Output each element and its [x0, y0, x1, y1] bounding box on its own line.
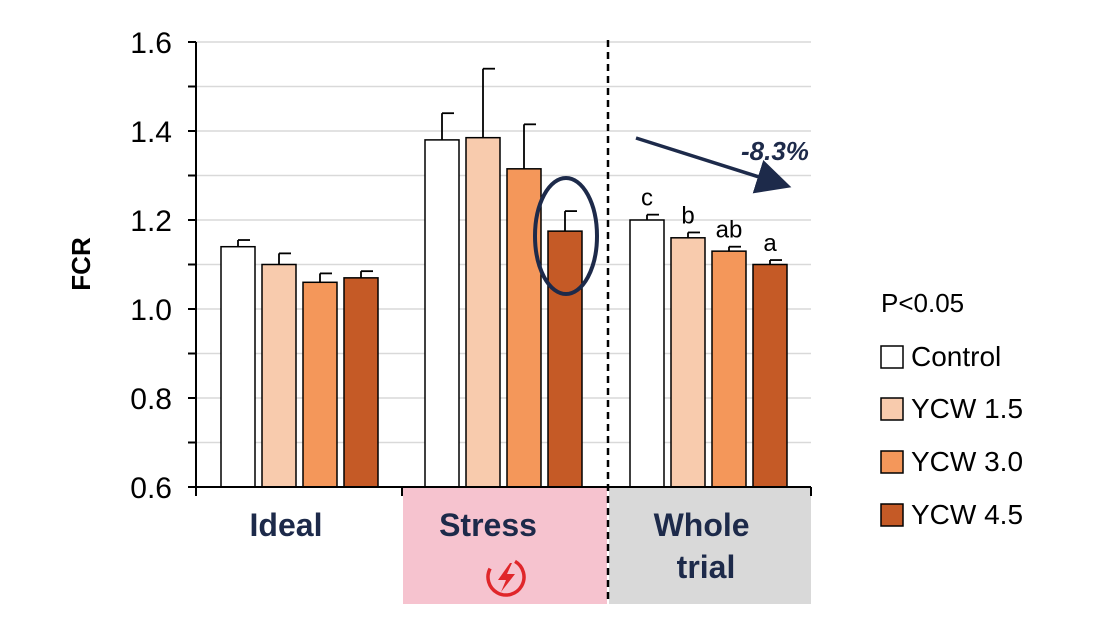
bar-ycw-3-0-whole-trial	[711, 250, 747, 488]
y-tick-label: 1.6	[130, 27, 172, 60]
y-tick-label: 1.0	[130, 294, 172, 327]
legend-label: Control	[911, 341, 1001, 372]
bar-control-whole-trial	[629, 219, 665, 488]
bar-ycw-1-5-ideal	[261, 263, 297, 488]
gridlines	[196, 41, 811, 444]
y-tick-label: 1.4	[130, 116, 172, 149]
legend-label: YCW 3.0	[911, 446, 1023, 477]
legend-swatch	[880, 397, 904, 421]
category-label-stress: Stress	[439, 507, 537, 543]
trend-arrow	[635, 136, 792, 194]
significance-letter: ab	[716, 217, 743, 244]
category-label-whole-trial-line-2: trial	[677, 549, 736, 585]
category-background-whole-trial	[609, 487, 811, 604]
legend-label: YCW 4.5	[911, 499, 1023, 530]
legend-label: YCW 1.5	[911, 393, 1023, 424]
bar-ycw-1-5-stress	[465, 136, 501, 488]
bar-control-stress	[424, 139, 460, 488]
legend-swatch	[880, 345, 904, 369]
legend-swatch	[880, 450, 904, 474]
legend-swatch	[880, 503, 904, 527]
y-axis-title: FCR	[66, 237, 96, 291]
lightning-circle-icon	[486, 557, 526, 597]
p-value-label: P<0.05	[881, 288, 964, 318]
y-axis-ticks	[188, 41, 196, 488]
bar-ycw-3-0-ideal	[302, 281, 338, 488]
category-label-whole-trial-line-1: Whole	[654, 507, 750, 543]
highlight-circle	[533, 176, 599, 296]
y-tick-label: 0.6	[130, 472, 172, 505]
category-label-whole-trial: Whole trial	[654, 507, 759, 585]
bar-ycw-4-5-whole-trial	[752, 263, 788, 488]
significance-letter: b	[681, 202, 694, 229]
significance-letter: c	[641, 185, 653, 212]
significance-letter: a	[763, 230, 777, 257]
y-tick-label: 0.8	[130, 383, 172, 416]
bar-ycw-4-5-stress	[547, 230, 583, 488]
bars	[220, 136, 788, 488]
bar-ycw-1-5-whole-trial	[670, 237, 706, 488]
change-percent-label: -8.3%	[741, 136, 809, 166]
bar-control-ideal	[220, 245, 256, 488]
category-backgrounds	[403, 487, 811, 604]
legend: Control YCW 1.5 YCW 3.0 YCW 4.5	[880, 341, 1023, 530]
bar-ycw-4-5-ideal	[343, 277, 379, 488]
category-label-ideal: Ideal	[250, 507, 323, 543]
y-tick-label: 1.2	[130, 205, 172, 238]
significance-letters: c bab a	[641, 185, 777, 257]
error-bars	[237, 67, 782, 283]
y-tick-labels: 1.6 1.4 1.2 1.0 0.8 0.6	[130, 27, 172, 505]
